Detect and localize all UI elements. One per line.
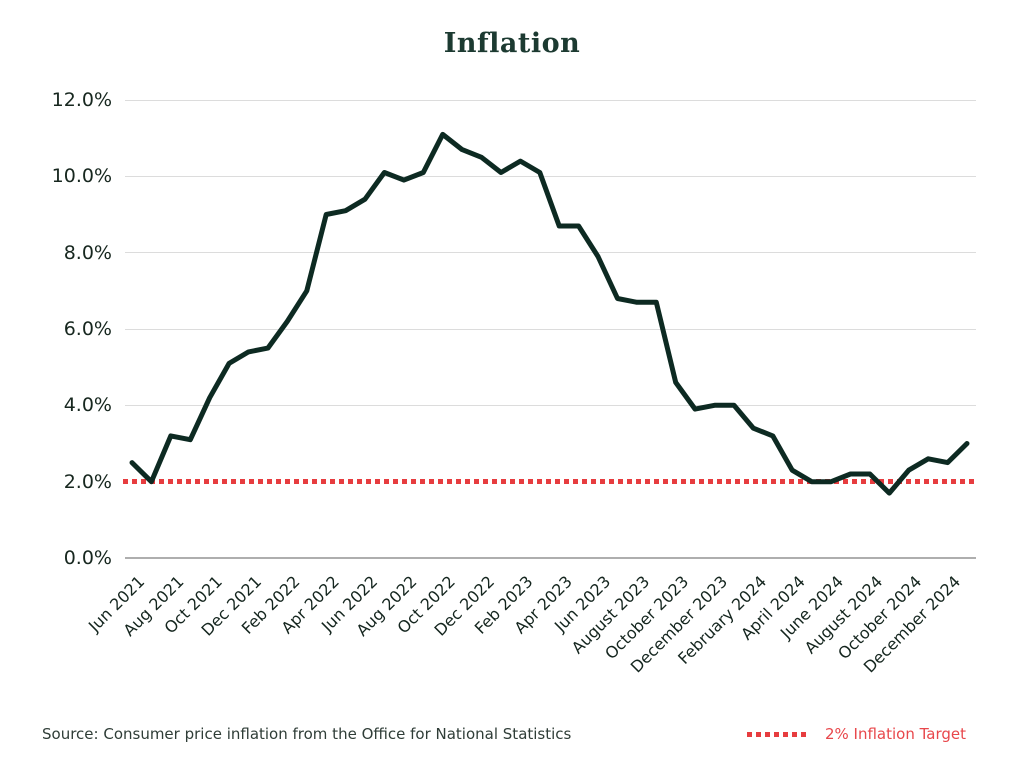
h-gridline [125, 557, 976, 559]
source-note: Source: Consumer price inflation from th… [42, 725, 572, 743]
target-line-swatch [746, 731, 809, 737]
h-gridline [125, 99, 976, 101]
y-tick-label: 6.0% [63, 318, 112, 340]
h-gridline [125, 252, 976, 254]
inflation-line [129, 131, 970, 496]
chart-title: Inflation [443, 28, 581, 59]
h-gridline [125, 328, 976, 330]
h-gridline [125, 175, 976, 177]
target-line [123, 479, 976, 485]
legend: 2% Inflation Target [746, 725, 966, 743]
y-tick-label: 8.0% [63, 241, 112, 264]
y-tick-label: 0.0% [63, 547, 112, 569]
y-tick-label: 2.0% [63, 470, 112, 493]
y-tick-label: 4.0% [63, 394, 112, 417]
inflation-line-svg [129, 131, 970, 496]
y-tick-label: 10.0% [51, 165, 112, 188]
legend-target-label: 2% Inflation Target [824, 725, 966, 743]
h-gridline [125, 404, 976, 406]
y-tick-label: 12.0% [51, 89, 112, 111]
